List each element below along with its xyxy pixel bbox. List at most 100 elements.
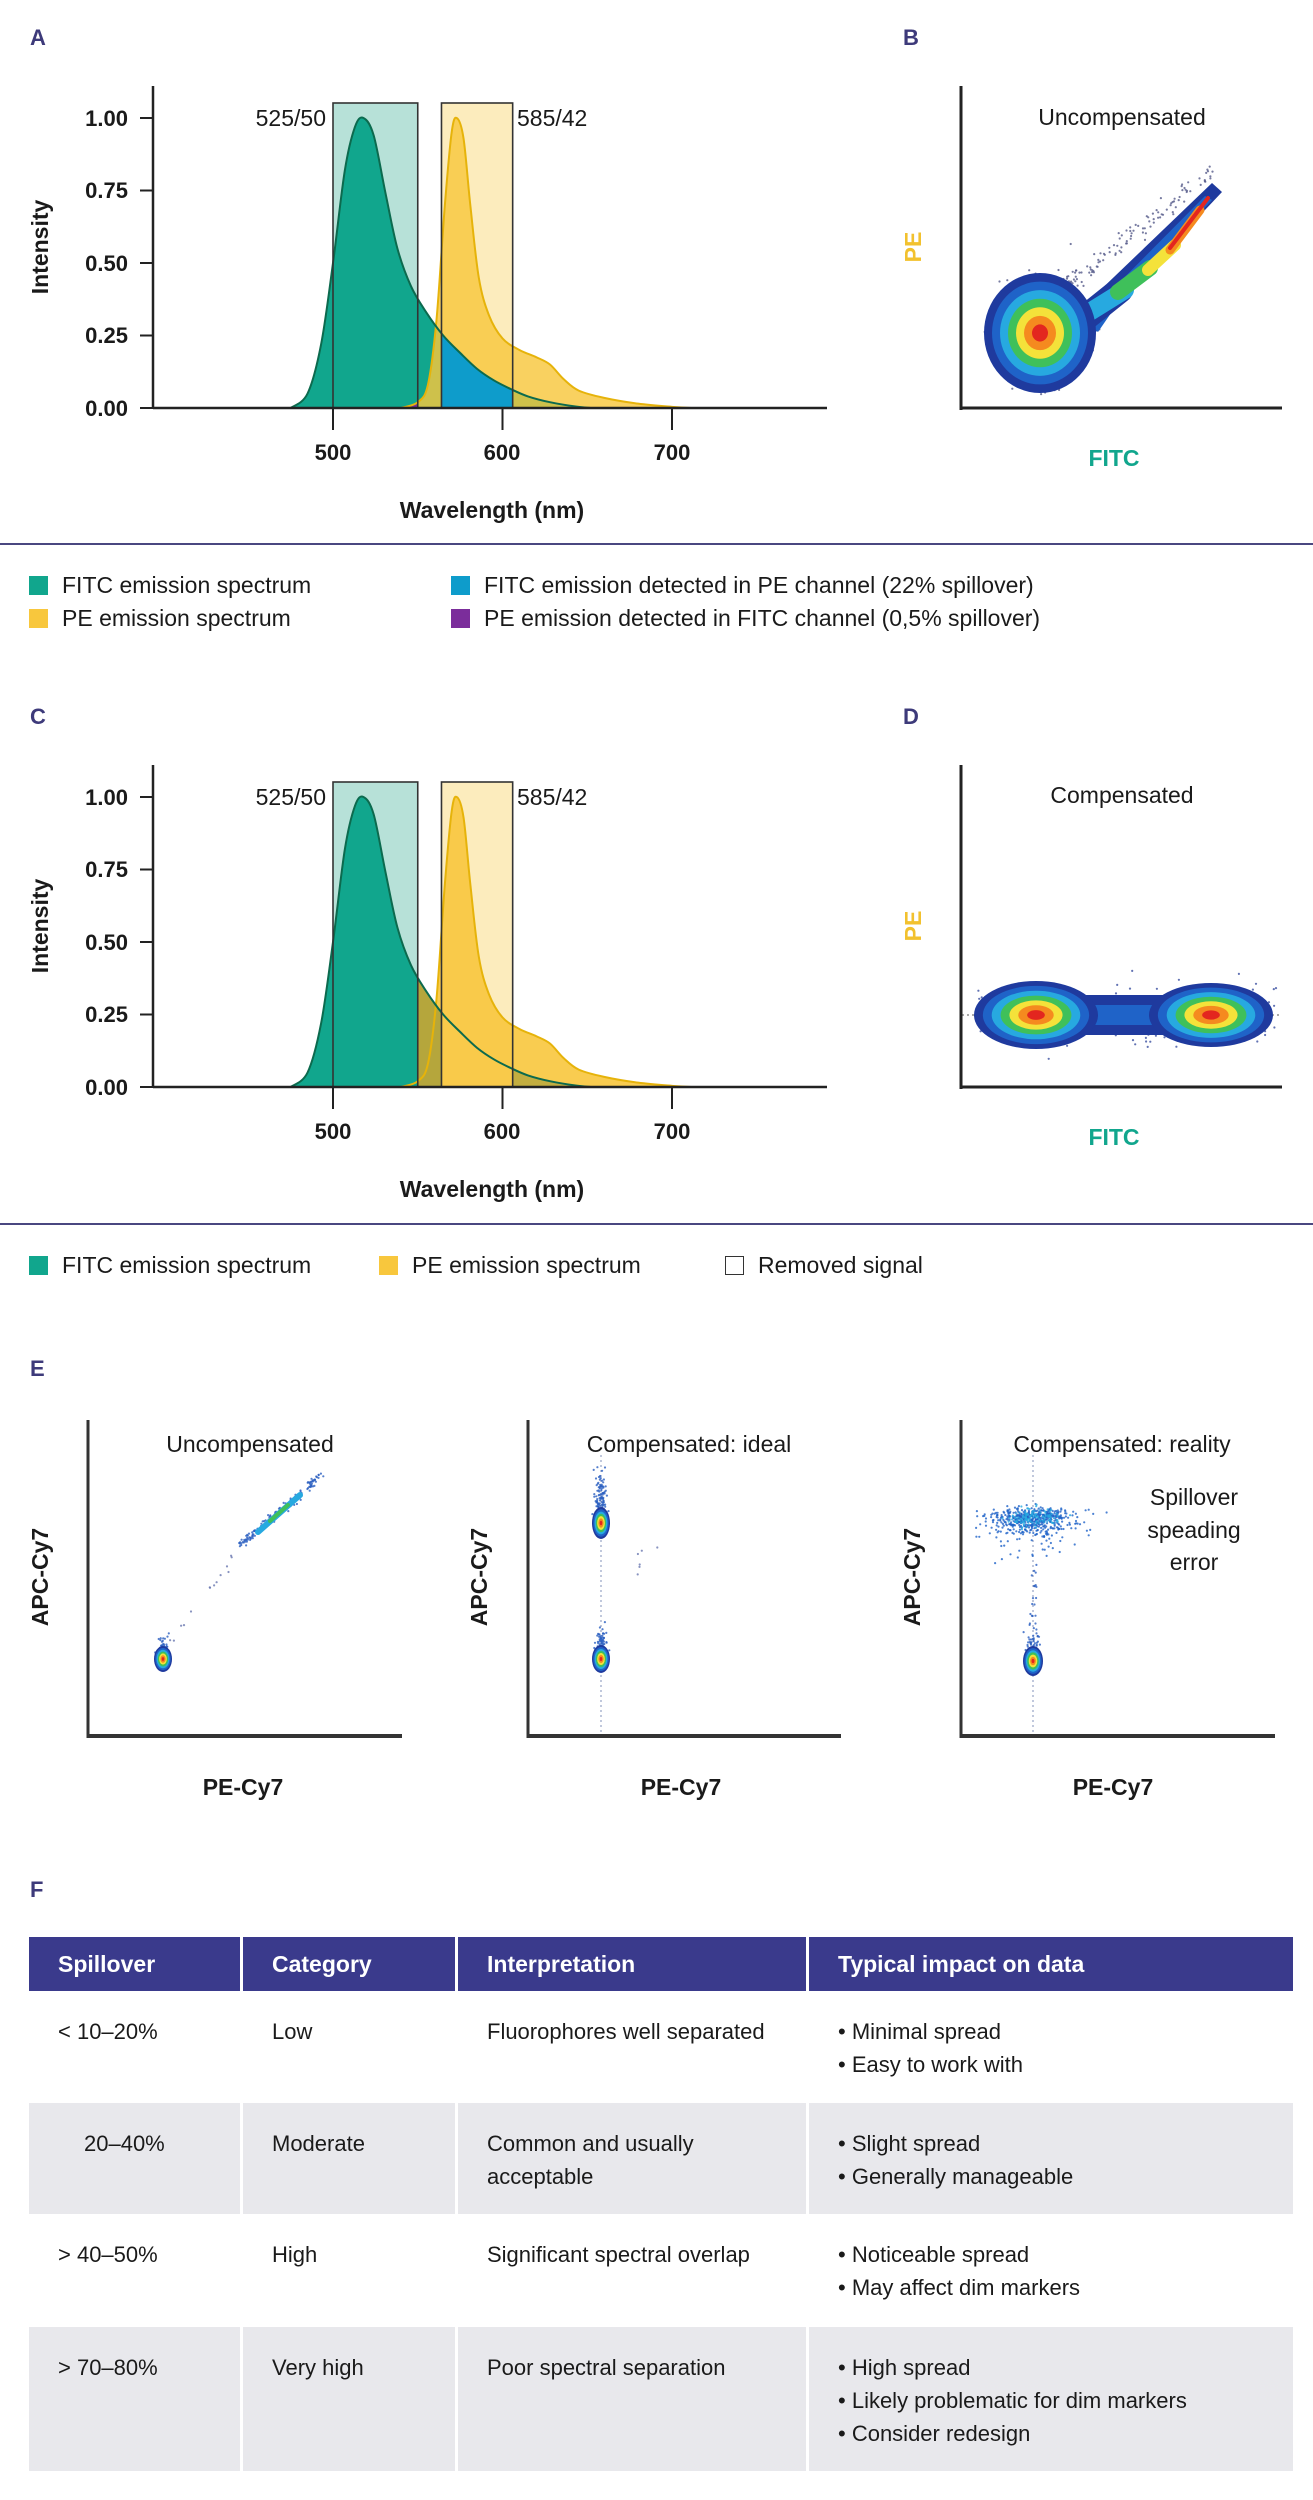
panel-label-c: C xyxy=(30,704,46,729)
event-dot xyxy=(1264,1033,1267,1037)
event-dot xyxy=(1057,268,1060,272)
event-dot xyxy=(597,1475,601,1479)
event-dot xyxy=(975,1526,978,1529)
y-tick-label: 0.25 xyxy=(85,1002,128,1027)
event-dot xyxy=(1045,1522,1049,1525)
event-dot xyxy=(1090,274,1093,277)
y-tick-label: 0.50 xyxy=(85,251,128,276)
event-dot xyxy=(1026,1513,1029,1516)
event-dot xyxy=(253,1534,256,1537)
event-dot xyxy=(1022,1631,1025,1634)
event-dot xyxy=(1022,1524,1026,1527)
legend-swatch xyxy=(29,576,48,595)
event-dot xyxy=(1131,1039,1135,1042)
event-dot xyxy=(603,1632,606,1635)
fitc-line xyxy=(289,116,591,409)
density-contour xyxy=(599,1657,603,1661)
event-dot xyxy=(267,1514,270,1517)
impact-bullet: Noticeable spread xyxy=(838,2238,1283,2271)
event-dot xyxy=(1038,1521,1041,1524)
y-tick-label: 0.00 xyxy=(85,1075,128,1100)
event-dot xyxy=(253,1529,256,1532)
event-dot xyxy=(598,1478,602,1481)
event-dot xyxy=(1036,1640,1039,1643)
event-dot xyxy=(241,1541,244,1544)
density-contour xyxy=(599,1520,603,1526)
event-dot xyxy=(593,1495,596,1498)
event-dot xyxy=(994,1562,997,1565)
event-dot xyxy=(310,1477,313,1480)
event-dot xyxy=(1045,1533,1048,1536)
event-dot xyxy=(1043,1525,1046,1528)
event-dot xyxy=(167,1632,170,1635)
event-dot xyxy=(159,1637,162,1640)
event-dot xyxy=(1021,1526,1024,1529)
event-dot xyxy=(594,1477,598,1480)
event-dot xyxy=(1031,1521,1034,1524)
event-dot xyxy=(1041,1548,1044,1551)
event-dot xyxy=(1038,1517,1041,1520)
event-dot xyxy=(1059,1525,1062,1528)
y-tick-label: 1.00 xyxy=(85,106,128,131)
annotation-line: speading xyxy=(1147,1517,1240,1543)
event-dot xyxy=(1055,1512,1058,1515)
event-dot xyxy=(1254,982,1258,985)
event-dot xyxy=(996,1531,999,1534)
event-dot xyxy=(1134,1043,1137,1046)
event-dot xyxy=(1116,983,1119,987)
event-dot xyxy=(991,1521,995,1524)
event-dot xyxy=(984,1524,988,1527)
event-dot xyxy=(1118,237,1121,240)
event-dot xyxy=(984,1517,988,1520)
event-dot xyxy=(225,1565,229,1568)
event-dot xyxy=(1120,246,1123,249)
event-dot xyxy=(230,1554,233,1557)
event-dot xyxy=(1059,1539,1062,1543)
event-dot xyxy=(1020,1505,1023,1508)
density-streak xyxy=(268,1503,290,1523)
event-dot xyxy=(1059,1510,1062,1513)
event-dot xyxy=(1049,1541,1052,1545)
legend-label: PE emission spectrum xyxy=(412,1252,641,1278)
event-dot xyxy=(215,1581,218,1584)
density-marks xyxy=(591,1455,659,1736)
event-dot xyxy=(1039,1512,1042,1515)
event-dot xyxy=(1007,1511,1011,1514)
event-dot xyxy=(990,1516,993,1519)
event-dot xyxy=(1092,271,1095,274)
x-axis-title: PE-Cy7 xyxy=(203,1774,284,1800)
event-dot xyxy=(1208,165,1211,168)
event-dot xyxy=(1112,244,1116,247)
event-dot xyxy=(1102,259,1105,262)
event-dot xyxy=(602,1478,606,1481)
event-dot xyxy=(1043,1516,1046,1520)
event-dot xyxy=(1011,1515,1015,1518)
event-dot xyxy=(1053,1519,1056,1522)
event-dot xyxy=(1071,1514,1074,1517)
event-dot xyxy=(1125,229,1128,232)
event-dot xyxy=(1075,278,1078,281)
event-dot xyxy=(1040,1529,1043,1532)
event-dot xyxy=(1076,1522,1079,1525)
event-dot xyxy=(593,1646,596,1650)
event-dot xyxy=(1030,1614,1033,1617)
event-dot xyxy=(1034,1533,1037,1537)
event-dot xyxy=(1021,1533,1025,1536)
spillover-table: Spillover Category Interpretation Typica… xyxy=(26,1937,1296,2471)
pe-area xyxy=(400,117,693,409)
event-dot xyxy=(1078,271,1081,274)
event-dot xyxy=(1003,1511,1006,1514)
event-dot xyxy=(1117,232,1120,235)
cell-impact: Minimal spreadEasy to work with xyxy=(809,1991,1293,2103)
event-dot xyxy=(1032,1634,1035,1637)
cell-category: Low xyxy=(272,2019,313,2044)
event-dot xyxy=(1039,1531,1042,1534)
y-tick-label: 1.00 xyxy=(85,785,128,810)
event-dot xyxy=(1084,1509,1087,1512)
event-dot xyxy=(1105,1511,1108,1514)
event-dot xyxy=(603,1466,607,1469)
y-axis-title: APC-Cy7 xyxy=(466,1528,492,1626)
event-dot xyxy=(1001,1522,1005,1525)
event-dot xyxy=(313,1478,316,1482)
event-dot xyxy=(1066,1044,1069,1047)
